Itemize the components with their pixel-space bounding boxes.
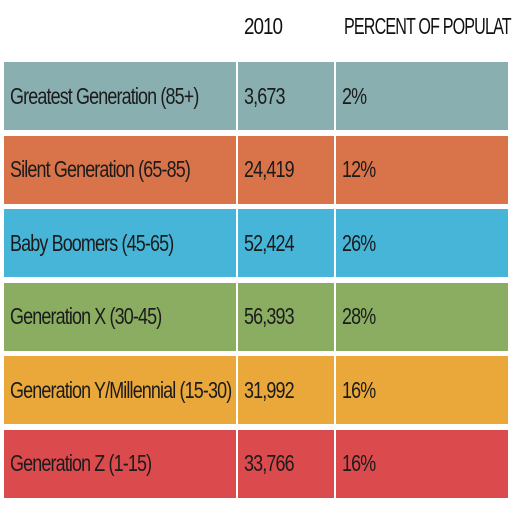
percent-population-cell-text: 16% — [342, 376, 376, 403]
generation-name-cell-text: Silent Generation (65-85) — [10, 156, 191, 182]
generation-name-cell: Greatest Generation (85+) — [4, 62, 236, 130]
percent-population-cell: 28% — [336, 282, 508, 351]
generation-name-cell: Silent Generation (65-85) — [4, 135, 236, 204]
generation-name-cell: Generation Z (1-15) — [4, 429, 236, 498]
percent-population-cell-text: 16% — [342, 450, 376, 476]
population-2010-cell: 31,992 — [238, 356, 334, 424]
percent-population-cell-text: 26% — [342, 229, 376, 256]
population-2010-cell-text: 56,393 — [244, 303, 295, 329]
percent-population-cell-text: 2% — [342, 82, 367, 109]
population-2010-cell: 33,766 — [238, 429, 334, 498]
table-row: Generation X (30-45) 56,393 28% — [4, 282, 508, 351]
percent-population-cell: 16% — [336, 356, 508, 424]
population-2010-cell: 52,424 — [238, 209, 334, 277]
column-header-2010: 2010 — [244, 12, 283, 39]
percent-population-cell: 2% — [336, 62, 508, 130]
percent-population-cell: 12% — [336, 135, 508, 204]
population-2010-cell: 24,419 — [238, 135, 334, 204]
population-2010-cell: 56,393 — [238, 282, 334, 351]
population-2010-cell-text: 3,673 — [244, 82, 285, 109]
percent-population-cell: 16% — [336, 429, 508, 498]
table-row: Greatest Generation (85+) 3,673 2% — [4, 62, 508, 130]
percent-population-cell-text: 12% — [342, 156, 376, 182]
population-2010-cell-text: 52,424 — [244, 229, 295, 256]
table-row: Generation Z (1-15) 33,766 16% — [4, 429, 508, 498]
generation-name-cell-text: Generation Z (1-15) — [10, 450, 152, 476]
percent-population-cell: 26% — [336, 209, 508, 277]
generation-name-cell: Generation X (30-45) — [4, 282, 236, 351]
generation-name-cell: Baby Boomers (45-65) — [4, 209, 236, 277]
table-row: Baby Boomers (45-65) 52,424 26% — [4, 209, 508, 277]
table-row: Generation Y/Millennial (15-30) 31,992 16% — [4, 356, 508, 424]
population-2010-cell-text: 31,992 — [244, 376, 295, 403]
percent-population-cell-text: 28% — [342, 303, 376, 329]
population-2010-cell-text: 33,766 — [244, 450, 295, 476]
population-2010-cell-text: 24,419 — [244, 156, 295, 182]
generation-name-cell-text: Greatest Generation (85+) — [10, 82, 199, 109]
generation-name-cell: Generation Y/Millennial (15-30) — [4, 356, 236, 424]
generation-name-cell-text: Generation Y/Millennial (15-30) — [10, 376, 232, 403]
population-2010-cell: 3,673 — [238, 62, 334, 130]
column-header-percent: PERCENT OF POPULATION — [344, 12, 512, 39]
table-row: Silent Generation (65-85) 24,419 12% — [4, 135, 508, 204]
generation-name-cell-text: Baby Boomers (45-65) — [10, 229, 174, 256]
generation-name-cell-text: Generation X (30-45) — [10, 303, 162, 329]
